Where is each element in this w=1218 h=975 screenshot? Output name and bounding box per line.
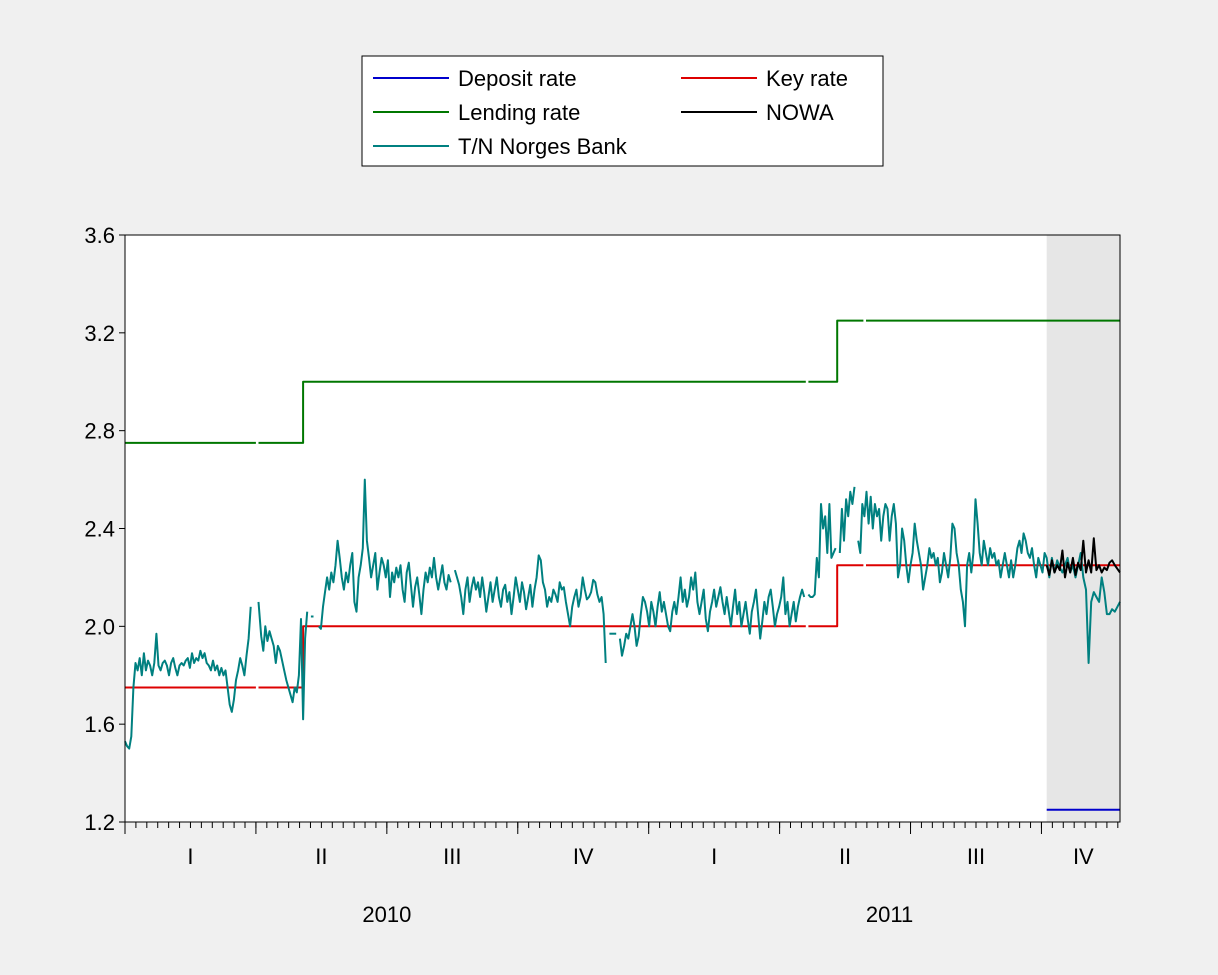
y-tick-label: 1.2 bbox=[84, 810, 115, 835]
y-tick-label: 3.2 bbox=[84, 321, 115, 346]
line-lending-rate bbox=[808, 319, 864, 383]
legend: Deposit rate Key rate Lending rate NOWA … bbox=[361, 55, 884, 167]
axis-layer: 1.21.62.02.42.83.23.6I II III IV I II III IV201… bbox=[84, 223, 1119, 927]
shaded-forecast-region bbox=[1046, 235, 1120, 822]
series-lending-rate bbox=[125, 319, 1120, 444]
quarter-label: III bbox=[967, 844, 985, 869]
legend-label-key-rate: Key rate bbox=[766, 66, 848, 91]
series-nowa bbox=[1045, 537, 1121, 579]
quarter-label: III bbox=[443, 844, 461, 869]
line-t-n-norges-bank bbox=[318, 478, 452, 630]
line-t-n-norges-bank bbox=[257, 601, 309, 721]
line-t-n-norges-bank bbox=[453, 554, 607, 664]
quarter-label: II bbox=[839, 844, 851, 869]
line-t-n-norges-bank bbox=[618, 571, 806, 657]
y-tick-label: 1.6 bbox=[84, 712, 115, 737]
series-t-n-norges-bank bbox=[124, 478, 1121, 750]
line-lending-rate bbox=[258, 380, 806, 444]
legend-label-tn-norges-bank: T/N Norges Bank bbox=[458, 134, 628, 159]
quarter-label: IV bbox=[1073, 844, 1094, 869]
line-key-rate bbox=[808, 564, 864, 628]
legend-label-nowa: NOWA bbox=[766, 100, 834, 125]
quarter-label: II bbox=[315, 844, 327, 869]
plot-area bbox=[125, 235, 1120, 822]
shaded-region bbox=[1046, 235, 1120, 822]
line-t-n-norges-bank bbox=[807, 503, 837, 598]
y-tick-label: 2.4 bbox=[84, 517, 115, 542]
legend-label-lending-rate: Lending rate bbox=[458, 100, 580, 125]
y-tick-label: 2.8 bbox=[84, 419, 115, 444]
line-nowa bbox=[1045, 537, 1121, 579]
series-layer bbox=[124, 319, 1121, 811]
legend-label-deposit-rate: Deposit rate bbox=[458, 66, 577, 91]
year-label: 2010 bbox=[362, 902, 411, 927]
line-key-rate bbox=[258, 625, 806, 689]
year-label: 2011 bbox=[866, 902, 913, 927]
quarter-label: IV bbox=[573, 844, 594, 869]
line-t-n-norges-bank bbox=[838, 486, 856, 554]
quarter-label: I bbox=[711, 844, 717, 869]
quarter-label: I bbox=[187, 844, 193, 869]
line-t-n-norges-bank bbox=[124, 606, 252, 750]
y-tick-label: 2.0 bbox=[84, 614, 115, 639]
y-tick-label: 3.6 bbox=[84, 223, 115, 248]
